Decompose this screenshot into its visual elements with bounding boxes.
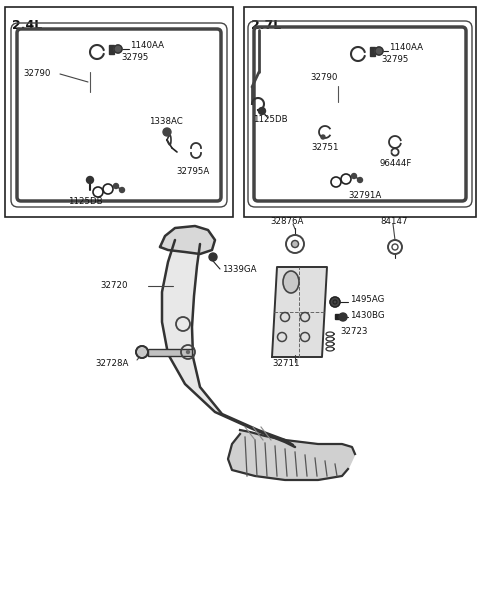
Bar bbox=[148, 349, 192, 356]
Circle shape bbox=[330, 297, 340, 307]
Text: 1338AC: 1338AC bbox=[149, 117, 183, 126]
Text: 1140AA: 1140AA bbox=[389, 43, 423, 52]
Text: 2.4L: 2.4L bbox=[12, 19, 42, 32]
Text: 84147: 84147 bbox=[380, 217, 408, 226]
Text: 1430BG: 1430BG bbox=[350, 311, 384, 320]
Circle shape bbox=[291, 241, 299, 247]
Bar bbox=[370, 47, 375, 56]
Circle shape bbox=[321, 135, 325, 139]
Text: 1495AG: 1495AG bbox=[350, 294, 384, 303]
Circle shape bbox=[120, 187, 124, 193]
Ellipse shape bbox=[283, 271, 299, 293]
Text: 32720: 32720 bbox=[100, 282, 128, 291]
Text: 1125DB: 1125DB bbox=[253, 116, 288, 125]
Circle shape bbox=[114, 45, 122, 53]
Circle shape bbox=[136, 346, 148, 358]
Text: 1125DB: 1125DB bbox=[68, 197, 103, 206]
Text: 1339GA: 1339GA bbox=[222, 265, 256, 275]
Circle shape bbox=[163, 128, 171, 136]
Text: 2.7L: 2.7L bbox=[251, 19, 281, 32]
Circle shape bbox=[86, 176, 94, 184]
Circle shape bbox=[209, 253, 217, 261]
Circle shape bbox=[375, 47, 383, 55]
Circle shape bbox=[339, 313, 347, 321]
Text: 32751: 32751 bbox=[311, 143, 338, 152]
Text: 32723: 32723 bbox=[340, 327, 368, 337]
Polygon shape bbox=[228, 430, 355, 480]
Text: 32876A: 32876A bbox=[270, 217, 303, 226]
Circle shape bbox=[351, 173, 357, 179]
Polygon shape bbox=[160, 226, 215, 254]
Bar bbox=[335, 314, 343, 319]
Circle shape bbox=[358, 178, 362, 182]
Bar bbox=[109, 45, 114, 54]
Text: 32728A: 32728A bbox=[95, 359, 128, 368]
Text: 32795A: 32795A bbox=[176, 167, 209, 176]
Polygon shape bbox=[272, 267, 327, 357]
Polygon shape bbox=[162, 240, 295, 447]
Text: 32711: 32711 bbox=[272, 359, 300, 368]
Text: 32795: 32795 bbox=[121, 54, 148, 63]
Text: 96444F: 96444F bbox=[379, 160, 411, 169]
Circle shape bbox=[259, 108, 265, 114]
Text: 32790: 32790 bbox=[23, 69, 50, 78]
Circle shape bbox=[136, 346, 148, 358]
Bar bbox=[244, 7, 476, 217]
Circle shape bbox=[187, 350, 190, 353]
Text: 1140AA: 1140AA bbox=[130, 40, 164, 49]
Text: 32790: 32790 bbox=[310, 73, 337, 82]
Circle shape bbox=[113, 184, 119, 188]
Text: 32795: 32795 bbox=[381, 55, 408, 64]
Bar bbox=[5, 7, 233, 217]
Text: 32791A: 32791A bbox=[348, 191, 381, 200]
